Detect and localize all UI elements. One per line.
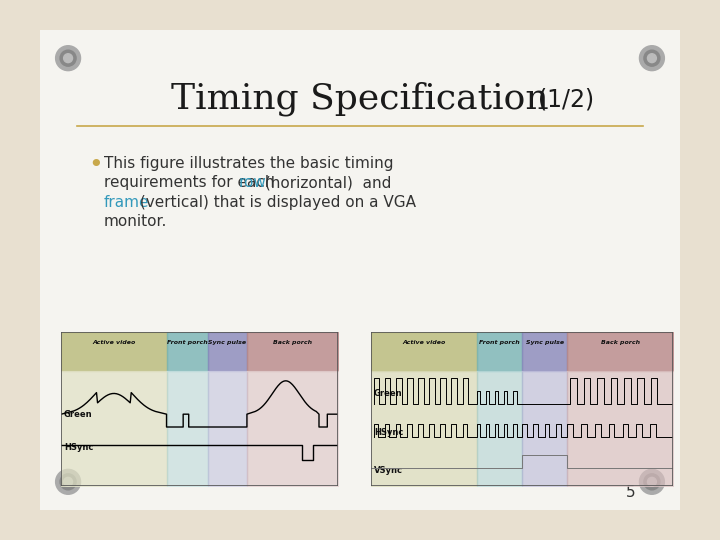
Text: (1/2): (1/2) [538,87,594,111]
Circle shape [55,469,81,494]
Circle shape [60,50,76,66]
Circle shape [63,477,73,486]
Text: Active video: Active video [92,340,135,345]
Text: Back porch: Back porch [600,340,640,345]
FancyBboxPatch shape [38,28,682,512]
Text: Sync pulse: Sync pulse [526,340,564,345]
Text: (vertical) that is displayed on a VGA: (vertical) that is displayed on a VGA [135,195,416,210]
Circle shape [647,477,657,486]
Text: Sync pulse: Sync pulse [209,340,246,345]
Text: Back porch: Back porch [273,340,312,345]
Circle shape [639,46,665,71]
Circle shape [639,469,665,494]
Text: Green: Green [64,410,93,418]
Text: frame: frame [104,195,149,210]
Circle shape [647,53,657,63]
Text: HSync: HSync [374,428,403,437]
Circle shape [60,474,76,490]
Circle shape [63,53,73,63]
Text: monitor.: monitor. [104,214,167,230]
Text: Front porch: Front porch [167,340,207,345]
Text: Active video: Active video [402,340,446,345]
Text: VSync: VSync [374,466,402,475]
Text: HSync: HSync [64,443,94,452]
Text: (horizontal)  and: (horizontal) and [261,176,392,190]
Circle shape [644,50,660,66]
Circle shape [644,474,660,490]
Text: requirements for each: requirements for each [104,176,279,190]
Text: row: row [239,176,267,190]
Text: Front porch: Front porch [479,340,520,345]
Text: •: • [89,153,103,177]
Text: 5: 5 [626,485,636,500]
Text: Timing Specification: Timing Specification [171,82,549,116]
Text: Green: Green [374,389,402,398]
Circle shape [55,46,81,71]
Text: This figure illustrates the basic timing: This figure illustrates the basic timing [104,156,393,171]
